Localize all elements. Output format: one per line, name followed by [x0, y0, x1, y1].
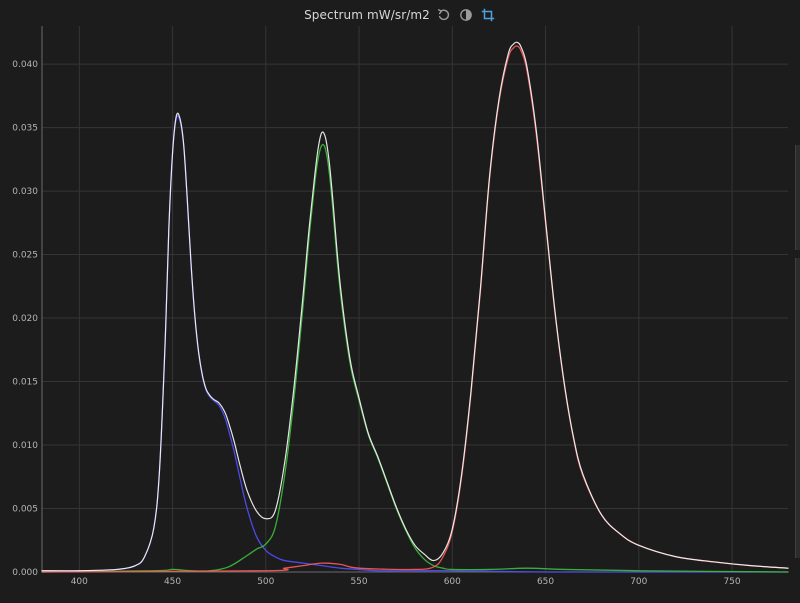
grid — [42, 26, 788, 573]
crop-icon[interactable] — [480, 7, 496, 23]
right-panel-handle-bottom[interactable] — [795, 258, 800, 558]
y-tick-label: 0.015 — [12, 378, 38, 388]
x-tick-label: 500 — [257, 577, 274, 587]
tick-labels: 400 450 500 550 600 650 700 750 0.000 0.005 0.010 0… — [12, 60, 741, 587]
x-tick-label: 750 — [723, 577, 740, 587]
y-tick-label: 0.005 — [12, 505, 38, 515]
right-panel-handle-top[interactable] — [795, 145, 800, 250]
x-tick-label: 600 — [444, 577, 461, 587]
total-series-line — [41, 41, 789, 572]
reset-icon[interactable] — [436, 7, 452, 23]
x-tick-label: 650 — [537, 577, 554, 587]
y-tick-label: 0.010 — [12, 441, 38, 451]
chart-title: Spectrum mW/sr/m2 — [304, 8, 430, 22]
green-series-line — [41, 143, 789, 573]
y-tick-label: 0.000 — [12, 568, 38, 578]
y-tick-label: 0.020 — [12, 314, 38, 324]
chart-titlebar: Spectrum mW/sr/m2 — [0, 0, 800, 30]
x-tick-label: 450 — [164, 577, 181, 587]
y-tick-label: 0.025 — [12, 251, 38, 261]
y-tick-label: 0.030 — [12, 187, 38, 197]
x-tick-label: 400 — [71, 577, 88, 587]
x-tick-label: 550 — [350, 577, 367, 587]
y-tick-label: 0.040 — [12, 60, 38, 70]
series-group — [41, 41, 789, 573]
y-tick-label: 0.035 — [12, 124, 38, 134]
x-tick-label: 700 — [630, 577, 647, 587]
contrast-icon[interactable] — [458, 7, 474, 23]
